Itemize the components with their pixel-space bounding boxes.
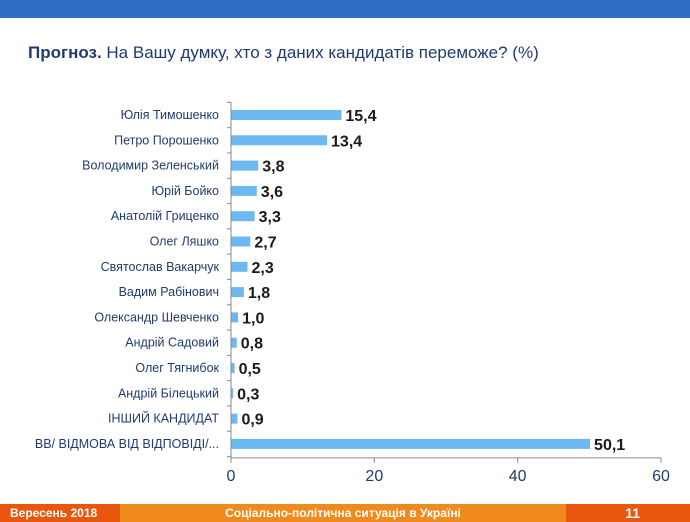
value-label: 3,3 bbox=[259, 209, 281, 226]
bar bbox=[231, 185, 257, 196]
category-label: Юлія Тимошенко bbox=[121, 108, 219, 122]
value-label: 3,8 bbox=[262, 159, 284, 176]
bar bbox=[231, 160, 259, 171]
value-label: 0,9 bbox=[241, 412, 263, 429]
category-label: ІНШИЙ КАНДИДАТ bbox=[108, 411, 219, 426]
value-label: 0,8 bbox=[241, 336, 263, 353]
value-label: 0,3 bbox=[237, 386, 259, 403]
footer-title: Соціально-політична ситуація в Україні bbox=[225, 506, 461, 520]
title-prefix: Прогноз. bbox=[28, 43, 102, 62]
category-label: Олег Тягнибок bbox=[135, 361, 219, 375]
bar bbox=[231, 110, 342, 120]
x-tick-label: 40 bbox=[509, 468, 527, 485]
bar bbox=[231, 211, 255, 222]
bar bbox=[231, 438, 591, 449]
x-tick-label: 20 bbox=[365, 468, 383, 485]
category-label: ВВ/ ВІДМОВА ВІД ВІДПОВІДІ/... bbox=[35, 437, 219, 451]
page-number: 11 bbox=[625, 505, 640, 521]
value-label: 2,3 bbox=[251, 260, 273, 277]
bar bbox=[231, 236, 251, 247]
bar bbox=[231, 261, 248, 272]
value-label: 50,1 bbox=[594, 437, 625, 454]
category-label: Петро Порошенко bbox=[114, 133, 219, 147]
title-question: На Вашу думку, хто з даних кандидатів пе… bbox=[101, 43, 539, 62]
category-label: Юрій Бойко bbox=[151, 184, 219, 198]
bar-chart: Юлія Тимошенко 15,4 Петро Порошенко 13,4 Вол… bbox=[35, 101, 670, 485]
value-label: 3,6 bbox=[261, 184, 283, 201]
category-label: Святослав Вакарчук bbox=[101, 260, 220, 274]
bar bbox=[231, 413, 238, 424]
x-tick-label: 60 bbox=[652, 468, 670, 485]
x-tick-label: 0 bbox=[227, 468, 236, 485]
value-label: 15,4 bbox=[345, 108, 376, 125]
value-label: 0,5 bbox=[239, 361, 261, 378]
value-label: 1,8 bbox=[248, 285, 270, 302]
value-label: 1,0 bbox=[242, 310, 264, 327]
bar bbox=[231, 337, 237, 348]
category-label: Олександр Шевченко bbox=[94, 310, 219, 324]
category-label: Андрій Садовий bbox=[125, 336, 219, 350]
category-label: Олег Ляшко bbox=[150, 235, 219, 249]
footer-middle-band: Соціально-політична ситуація в Україні bbox=[120, 504, 566, 522]
category-label: Андрій Білецький bbox=[118, 386, 219, 400]
bar bbox=[231, 363, 235, 373]
footer-date: Вересень 2018 bbox=[10, 506, 98, 520]
page-title: Прогноз. На Вашу думку, хто з даних канд… bbox=[28, 43, 539, 63]
footer-bar: Вересень 2018 Соціально-політична ситуац… bbox=[0, 504, 690, 522]
value-label: 2,7 bbox=[254, 235, 276, 252]
value-label: 13,4 bbox=[331, 133, 362, 150]
bar bbox=[231, 312, 239, 323]
bar bbox=[231, 388, 234, 399]
top-accent-bar bbox=[0, 0, 690, 18]
category-label: Анатолій Гриценко bbox=[111, 209, 219, 223]
category-label: Володимир Зеленський bbox=[82, 159, 219, 173]
bar bbox=[231, 287, 244, 298]
category-label: Вадим Рабінович bbox=[119, 285, 219, 299]
bar bbox=[231, 135, 328, 146]
